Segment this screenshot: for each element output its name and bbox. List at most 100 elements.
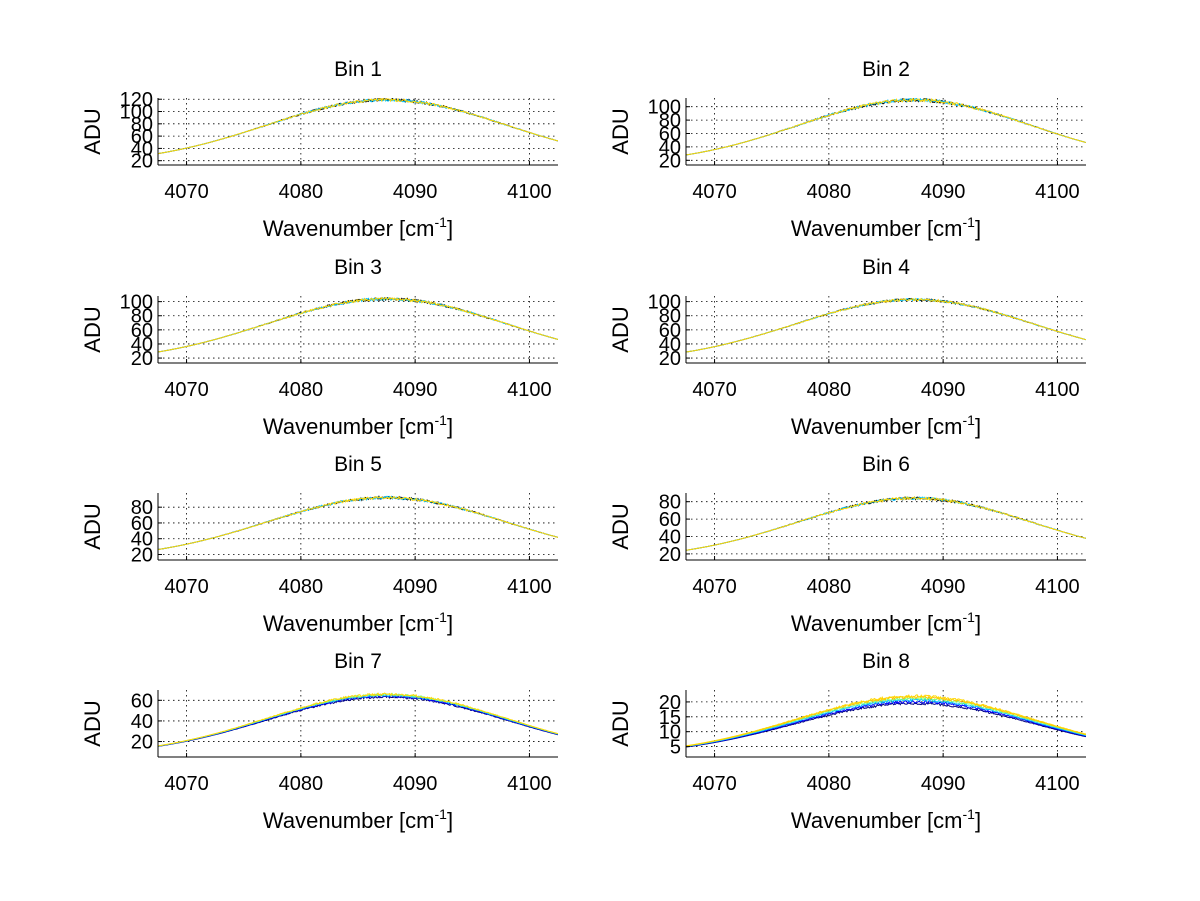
y-tick-label: 80 [131, 114, 153, 136]
y-tick-label: 10 [659, 722, 681, 744]
x-tick-label: 4080 [279, 576, 324, 598]
y-axis-label: ADU [608, 306, 633, 352]
y-tick-label: 15 [659, 707, 681, 729]
y-tick-label: 60 [131, 690, 153, 712]
y-tick-label: 60 [131, 513, 153, 535]
x-tick-label: 4070 [692, 576, 737, 598]
y-tick-label: 60 [659, 320, 681, 342]
x-tick-label: 4090 [393, 379, 438, 401]
subplot-title: Bin 2 [862, 58, 910, 81]
y-tick-label: 80 [131, 306, 153, 328]
subplot-title: Bin 4 [862, 256, 910, 279]
y-tick-label: 100 [648, 292, 681, 314]
series-line-3 [686, 98, 1086, 156]
series-line-3 [158, 98, 558, 155]
y-tick-label: 60 [659, 124, 681, 146]
x-tick-label: 4080 [807, 576, 852, 598]
y-tick-label: 40 [131, 529, 153, 551]
x-tick-label: 4090 [393, 773, 438, 795]
x-tick-label: 4080 [279, 773, 324, 795]
x-tick-label: 4100 [507, 773, 552, 795]
y-tick-label: 40 [659, 137, 681, 159]
x-tick-label: 4090 [921, 379, 966, 401]
series-line-6 [686, 693, 1086, 747]
y-tick-label: 100 [120, 102, 153, 124]
y-axis-label: ADU [80, 700, 105, 746]
x-tick-label: 4100 [1035, 181, 1080, 203]
y-tick-label: 20 [659, 544, 681, 566]
x-tick-label: 4080 [279, 379, 324, 401]
x-axis-label: Wavenumber [cm-1] [791, 806, 981, 833]
y-tick-label: 60 [659, 509, 681, 531]
y-tick-label: 80 [659, 492, 681, 514]
y-tick-label: 60 [131, 126, 153, 148]
x-tick-label: 4080 [807, 181, 852, 203]
y-tick-label: 80 [131, 497, 153, 519]
subplot-title: Bin 8 [862, 650, 910, 673]
series-line-3 [158, 296, 558, 353]
y-tick-label: 40 [131, 138, 153, 160]
y-tick-label: 20 [131, 544, 153, 566]
y-axis-label: ADU [608, 503, 633, 549]
y-axis-label: ADU [608, 108, 633, 154]
x-axis-label: Wavenumber [cm-1] [263, 806, 453, 833]
y-tick-label: 20 [659, 150, 681, 172]
x-tick-label: 4070 [692, 773, 737, 795]
x-tick-label: 4080 [279, 181, 324, 203]
x-axis-label: Wavenumber [cm-1] [791, 214, 981, 241]
y-tick-label: 40 [131, 711, 153, 733]
x-tick-label: 4100 [507, 576, 552, 598]
x-axis-label: Wavenumber [cm-1] [263, 609, 453, 636]
series-line-2 [686, 699, 1086, 748]
x-tick-label: 4070 [164, 379, 209, 401]
x-tick-label: 4070 [692, 379, 737, 401]
y-tick-label: 5 [670, 737, 681, 759]
x-axis-label: Wavenumber [cm-1] [791, 609, 981, 636]
x-tick-label: 4080 [807, 773, 852, 795]
x-tick-label: 4070 [164, 181, 209, 203]
x-axis-label: Wavenumber [cm-1] [791, 412, 981, 439]
x-axis-label: Wavenumber [cm-1] [263, 412, 453, 439]
y-tick-label: 60 [131, 320, 153, 342]
y-tick-label: 80 [659, 110, 681, 132]
y-tick-label: 80 [659, 306, 681, 328]
y-axis-label: ADU [608, 700, 633, 746]
x-tick-label: 4100 [507, 181, 552, 203]
y-tick-label: 20 [131, 151, 153, 173]
subplot-title: Bin 1 [334, 58, 382, 81]
y-axis-label: ADU [80, 306, 105, 352]
subplot-title: Bin 6 [862, 453, 910, 476]
x-tick-label: 4070 [692, 181, 737, 203]
series-line-3 [158, 495, 558, 551]
series-line-3 [686, 496, 1086, 551]
y-tick-label: 120 [120, 89, 153, 111]
x-tick-label: 4090 [921, 773, 966, 795]
y-axis-label: ADU [80, 108, 105, 154]
x-tick-label: 4090 [393, 576, 438, 598]
x-tick-label: 4100 [1035, 379, 1080, 401]
y-tick-label: 20 [131, 732, 153, 754]
y-tick-label: 100 [648, 97, 681, 119]
y-tick-label: 20 [131, 348, 153, 370]
x-tick-label: 4100 [507, 379, 552, 401]
x-tick-label: 4070 [164, 576, 209, 598]
x-tick-label: 4090 [921, 576, 966, 598]
x-tick-label: 4090 [393, 181, 438, 203]
subplot-title: Bin 7 [334, 650, 382, 673]
y-axis-label: ADU [80, 503, 105, 549]
x-tick-label: 4080 [807, 379, 852, 401]
subplot-title: Bin 5 [334, 453, 382, 476]
y-tick-label: 20 [659, 692, 681, 714]
y-tick-label: 40 [659, 527, 681, 549]
x-tick-label: 4100 [1035, 576, 1080, 598]
x-axis-label: Wavenumber [cm-1] [263, 214, 453, 241]
